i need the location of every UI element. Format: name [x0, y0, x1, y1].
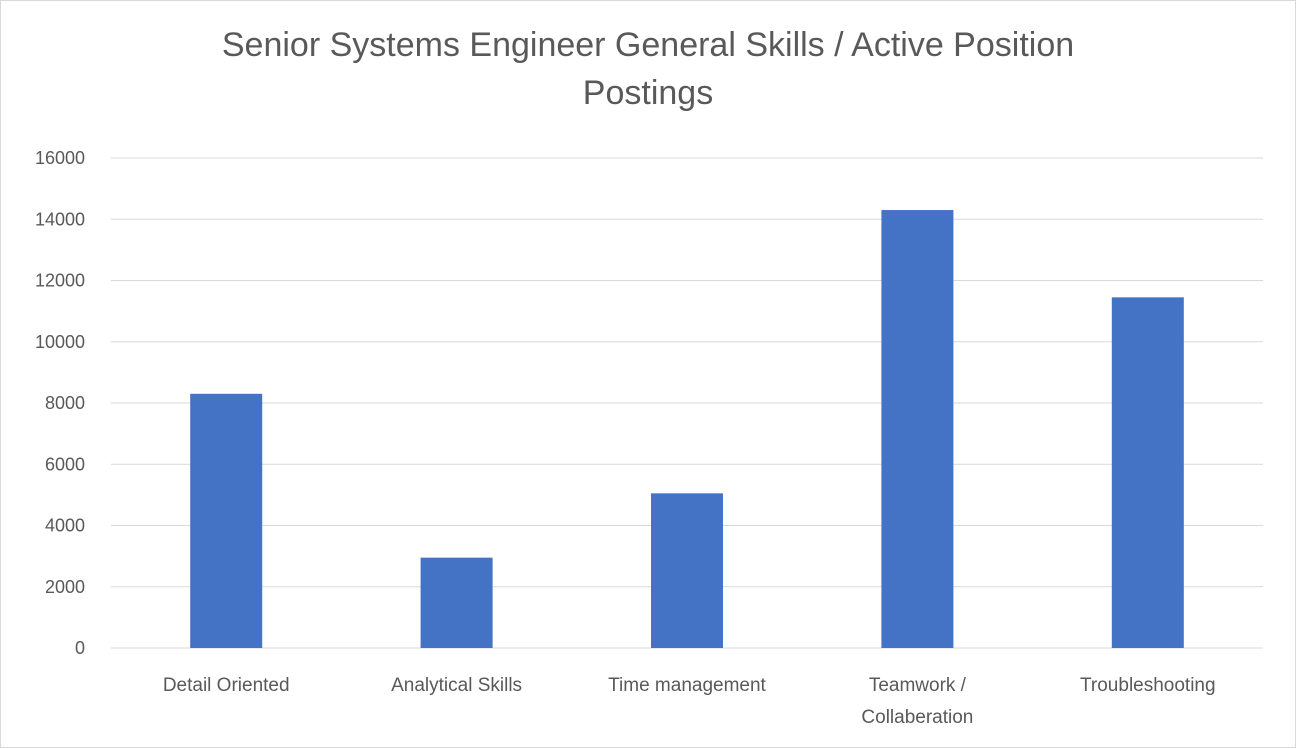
- y-tick-label: 12000: [35, 271, 85, 291]
- bar: [1111, 297, 1184, 648]
- bar: [190, 393, 263, 648]
- y-tick-label: 16000: [35, 148, 85, 168]
- x-category-label: Troubleshooting: [1080, 675, 1216, 696]
- x-category-label: Analytical Skills: [391, 675, 522, 696]
- y-tick-label: 14000: [35, 209, 85, 229]
- y-tick-label: 2000: [45, 577, 85, 597]
- y-tick-label: 8000: [45, 393, 85, 413]
- x-category-label: Detail Oriented: [163, 675, 290, 696]
- bar: [881, 210, 954, 648]
- y-axis-ticks: 0 2000 4000 6000 8000 10000 12000 14000 16000: [35, 148, 85, 658]
- chart-title: Senior Systems Engineer General Skills /…: [1, 21, 1295, 117]
- y-tick-label: 4000: [45, 516, 85, 536]
- x-axis-labels: Detail Oriented Analytical Skills Time man…: [163, 675, 1216, 728]
- x-category-label: Collaberation: [861, 707, 973, 728]
- chart-title-text: Senior Systems Engineer General Skills /…: [221, 26, 1075, 112]
- y-tick-label: 0: [75, 638, 85, 658]
- x-category-label: Time management: [608, 675, 766, 696]
- x-category-label: Teamwork /: [869, 675, 967, 696]
- bar: [420, 557, 493, 648]
- y-tick-label: 10000: [35, 332, 85, 352]
- bar: [651, 493, 723, 648]
- bars: [190, 210, 1184, 648]
- y-tick-label: 6000: [45, 454, 85, 474]
